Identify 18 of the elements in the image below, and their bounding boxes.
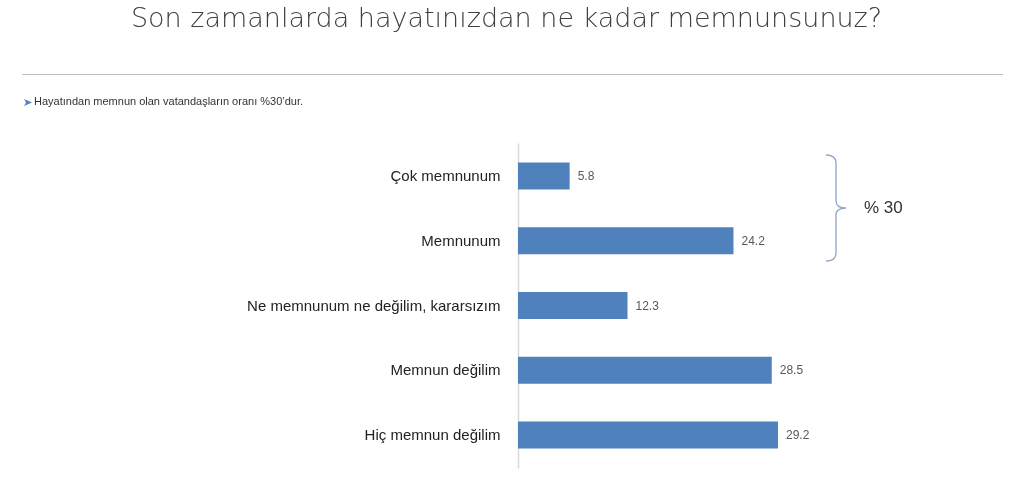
bar <box>518 356 772 384</box>
y-tick-label: Ne memnunum ne değilim, kararsızım <box>247 296 501 314</box>
text: % 30 <box>864 198 903 218</box>
bar <box>518 421 778 449</box>
data-label: 5.8 <box>577 169 595 184</box>
bar <box>518 162 570 190</box>
y-tick-label: Memnunum <box>421 231 501 249</box>
data-label: 28.5 <box>779 363 804 378</box>
text: Hayatından memnun olan vatandaşların oranı %30’dur. <box>34 95 304 107</box>
y-tick-label: Memnun değilim <box>390 361 501 379</box>
data-label: 12.3 <box>635 298 660 313</box>
y-tick-label: Hiç memnun değilim <box>364 425 501 443</box>
bar <box>518 227 734 255</box>
data-label: 29.2 <box>786 427 810 442</box>
data-label: 24.2 <box>741 233 766 248</box>
y-tick-label: Çok memnunum <box>390 167 501 185</box>
bar <box>518 291 628 320</box>
chart-title: Son zamanlarda hayatınızdan ne kadar memnunsunuz? <box>129 2 884 33</box>
